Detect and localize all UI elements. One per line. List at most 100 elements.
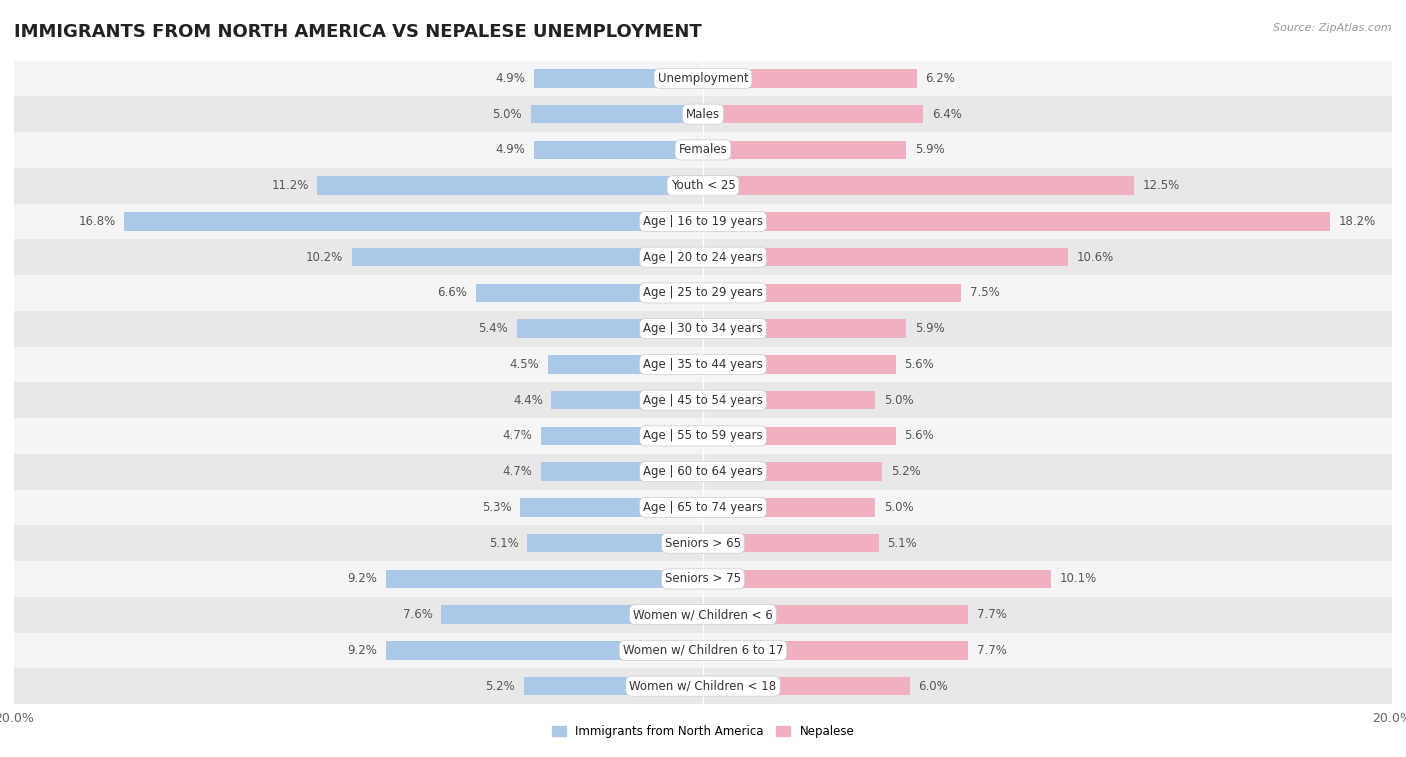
Bar (387, 641, 703, 659)
Bar (14, 132, 1392, 168)
Text: 4.5%: 4.5% (509, 358, 540, 371)
Text: 7.5%: 7.5% (970, 286, 1000, 300)
Bar (124, 212, 703, 231)
Bar (703, 427, 896, 445)
Text: 11.2%: 11.2% (271, 179, 308, 192)
Text: IMMIGRANTS FROM NORTH AMERICA VS NEPALESE UNEMPLOYMENT: IMMIGRANTS FROM NORTH AMERICA VS NEPALES… (14, 23, 702, 41)
Bar (14, 490, 1392, 525)
Text: 6.6%: 6.6% (437, 286, 467, 300)
Bar (14, 525, 1392, 561)
Bar (703, 463, 882, 481)
Bar (541, 463, 703, 481)
Bar (14, 275, 1392, 311)
Text: Age | 35 to 44 years: Age | 35 to 44 years (643, 358, 763, 371)
Bar (703, 606, 969, 624)
Text: 4.4%: 4.4% (513, 394, 543, 407)
Text: Unemployment: Unemployment (658, 72, 748, 85)
Bar (14, 418, 1392, 453)
Text: 12.5%: 12.5% (1142, 179, 1180, 192)
Text: 10.6%: 10.6% (1077, 251, 1114, 263)
Bar (703, 569, 1050, 588)
Text: 4.7%: 4.7% (502, 429, 533, 442)
Bar (703, 69, 917, 88)
Bar (352, 248, 703, 266)
Text: 5.1%: 5.1% (489, 537, 519, 550)
Bar (475, 284, 703, 302)
Text: 6.0%: 6.0% (918, 680, 948, 693)
Bar (703, 176, 1133, 195)
Bar (520, 498, 703, 517)
Text: 18.2%: 18.2% (1339, 215, 1376, 228)
Text: 6.4%: 6.4% (932, 107, 962, 120)
Text: 9.2%: 9.2% (347, 572, 377, 585)
Bar (387, 569, 703, 588)
Bar (703, 212, 1330, 231)
Text: 10.1%: 10.1% (1060, 572, 1097, 585)
Bar (534, 141, 703, 159)
Bar (703, 391, 875, 410)
Bar (14, 633, 1392, 668)
Text: 5.1%: 5.1% (887, 537, 917, 550)
Bar (14, 96, 1392, 132)
Text: 5.0%: 5.0% (884, 394, 914, 407)
Text: 4.9%: 4.9% (496, 143, 526, 157)
Bar (14, 453, 1392, 490)
Bar (14, 347, 1392, 382)
Text: 5.2%: 5.2% (891, 465, 921, 478)
Text: Age | 30 to 34 years: Age | 30 to 34 years (643, 322, 763, 335)
Text: 5.3%: 5.3% (482, 501, 512, 514)
Text: Seniors > 65: Seniors > 65 (665, 537, 741, 550)
Text: 7.6%: 7.6% (402, 608, 433, 621)
Legend: Immigrants from North America, Nepalese: Immigrants from North America, Nepalese (547, 721, 859, 743)
Bar (517, 319, 703, 338)
Text: 5.0%: 5.0% (492, 107, 522, 120)
Bar (14, 382, 1392, 418)
Text: 10.2%: 10.2% (305, 251, 343, 263)
Text: 7.7%: 7.7% (977, 644, 1007, 657)
Text: 7.7%: 7.7% (977, 608, 1007, 621)
Text: Women w/ Children < 18: Women w/ Children < 18 (630, 680, 776, 693)
Bar (318, 176, 703, 195)
Text: 5.9%: 5.9% (915, 322, 945, 335)
Text: 16.8%: 16.8% (79, 215, 115, 228)
Bar (703, 641, 969, 659)
Text: Age | 16 to 19 years: Age | 16 to 19 years (643, 215, 763, 228)
Text: Age | 55 to 59 years: Age | 55 to 59 years (643, 429, 763, 442)
Text: Youth < 25: Youth < 25 (671, 179, 735, 192)
Bar (14, 61, 1392, 96)
Bar (14, 239, 1392, 275)
Bar (703, 141, 907, 159)
Text: Age | 20 to 24 years: Age | 20 to 24 years (643, 251, 763, 263)
Bar (14, 168, 1392, 204)
Text: 5.2%: 5.2% (485, 680, 515, 693)
Bar (703, 534, 879, 553)
Text: Males: Males (686, 107, 720, 120)
Text: 5.6%: 5.6% (904, 429, 934, 442)
Bar (703, 248, 1069, 266)
Text: Source: ZipAtlas.com: Source: ZipAtlas.com (1274, 23, 1392, 33)
Bar (14, 597, 1392, 633)
Text: Age | 65 to 74 years: Age | 65 to 74 years (643, 501, 763, 514)
Text: 4.9%: 4.9% (496, 72, 526, 85)
Bar (703, 677, 910, 696)
Text: Women w/ Children 6 to 17: Women w/ Children 6 to 17 (623, 644, 783, 657)
Text: Women w/ Children < 6: Women w/ Children < 6 (633, 608, 773, 621)
Text: 5.0%: 5.0% (884, 501, 914, 514)
Text: 5.9%: 5.9% (915, 143, 945, 157)
Bar (548, 355, 703, 374)
Bar (527, 534, 703, 553)
Bar (551, 391, 703, 410)
Bar (703, 319, 907, 338)
Bar (14, 311, 1392, 347)
Bar (531, 105, 703, 123)
Text: Age | 45 to 54 years: Age | 45 to 54 years (643, 394, 763, 407)
Text: 5.4%: 5.4% (478, 322, 509, 335)
Text: 5.6%: 5.6% (904, 358, 934, 371)
Bar (14, 668, 1392, 704)
Bar (703, 355, 896, 374)
Bar (534, 69, 703, 88)
Text: 9.2%: 9.2% (347, 644, 377, 657)
Bar (703, 498, 875, 517)
Bar (703, 105, 924, 123)
Bar (441, 606, 703, 624)
